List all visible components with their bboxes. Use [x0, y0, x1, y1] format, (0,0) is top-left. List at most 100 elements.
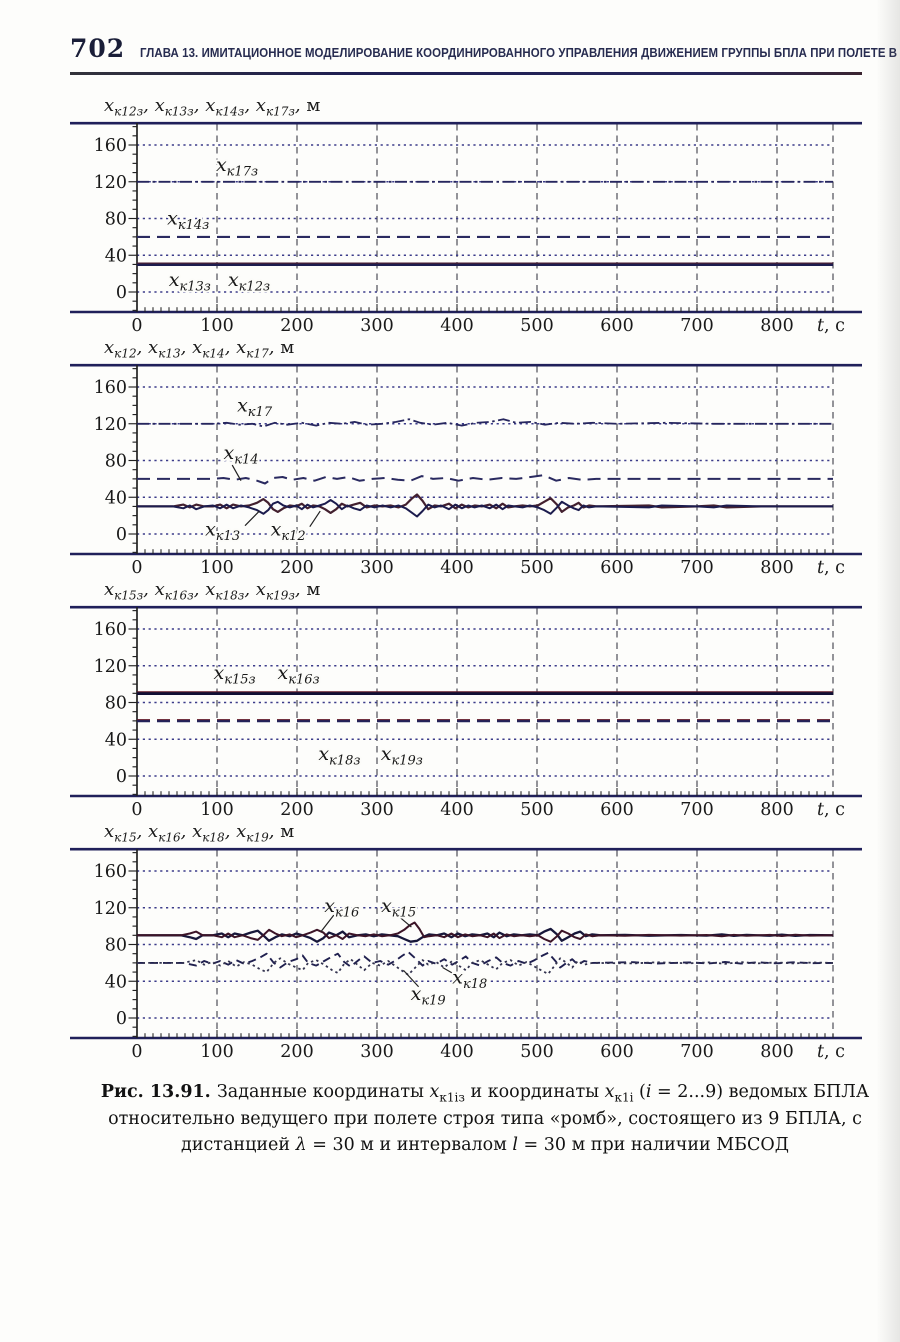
tick-label: 600	[600, 800, 633, 819]
tick-label: 40	[105, 972, 127, 992]
tick-label: 200	[280, 800, 313, 819]
chart-block-3: xк15з, xк16з, xк18з, xк19з, м xк15з xк16з…	[70, 579, 900, 819]
tick-label: 120	[94, 414, 127, 434]
tick-label: 0	[131, 800, 142, 819]
series-label: xк17з	[216, 154, 258, 180]
series-label: xк14	[223, 442, 258, 468]
tick-label: 120	[94, 898, 127, 918]
figure-area: xк12з, xк13з, xк14з, xк17з, м xк17з xк14з…	[70, 95, 900, 1159]
series-label: xк14з	[167, 207, 209, 233]
h-gridlines	[137, 869, 833, 1019]
y-tick-labels: 0 40 80 120 160	[94, 620, 127, 787]
tick-label: 200	[280, 558, 313, 577]
h-gridlines	[137, 627, 833, 777]
caption-segment: = 30 м при наличии МБСОД	[517, 1135, 789, 1156]
tick-label: 0	[116, 283, 127, 303]
y-ticks	[128, 125, 137, 311]
tick-label: 80	[105, 209, 127, 229]
series-xк12	[137, 498, 833, 518]
series-xк13	[137, 492, 833, 514]
x-tick-labels: 0 100 200 300 400 500 600 700 800	[131, 1042, 793, 1061]
series-label: xк17	[237, 394, 273, 420]
series-label: xк12з	[228, 269, 270, 295]
tick-label: 40	[105, 730, 127, 750]
caption-segment: x	[429, 1081, 440, 1102]
caption-segment: x	[604, 1081, 615, 1102]
tick-label: 400	[440, 558, 473, 577]
caption-segment: к1iз	[439, 1090, 465, 1105]
tick-label: 600	[600, 316, 633, 335]
y-axis-title: xк12, xк13, xк14, xк17, м	[104, 336, 295, 361]
caption-segment: Рис. 13.91.	[100, 1081, 217, 1102]
tick-label: 500	[520, 316, 553, 335]
tick-label: 0	[131, 1042, 142, 1061]
tick-label: 40	[105, 488, 127, 508]
caption-segment: (	[633, 1081, 646, 1102]
series-label: xк19	[411, 983, 446, 1009]
leader-line	[309, 510, 321, 527]
leader-line	[442, 966, 458, 976]
caption-segment: λ	[295, 1135, 307, 1156]
leader-line	[402, 969, 420, 987]
series-label: xк19з	[381, 743, 423, 769]
caption-segment: i	[645, 1081, 652, 1102]
tick-label: 600	[600, 558, 633, 577]
chart-block-1: xк12з, xк13з, xк14з, xк17з, м xк17з xк14з…	[70, 95, 900, 335]
tick-label: 400	[440, 1042, 473, 1061]
series-xк14	[137, 473, 833, 485]
chapter-title: ГЛАВА 13. ИМИТАЦИОННОЕ МОДЕЛИРОВАНИЕ КОО…	[140, 45, 900, 60]
series-labels: xк15з xк16з xк18з xк19з	[212, 660, 425, 770]
tick-label: 0	[131, 316, 142, 335]
tick-label: 700	[680, 800, 713, 819]
figure-caption: Рис. 13.91. Заданные координаты xк1iз и …	[73, 1079, 897, 1159]
y-tick-labels: 0 40 80 120 160	[94, 862, 127, 1029]
tick-label: 300	[360, 800, 393, 819]
tick-label: 700	[680, 316, 713, 335]
tick-label: 500	[520, 1042, 553, 1061]
caption-segment: = 30 м и интервалом	[306, 1135, 513, 1156]
tick-label: 0	[131, 558, 142, 577]
leader-line	[244, 510, 260, 526]
series-label: xк16	[324, 895, 359, 921]
tick-label: 100	[200, 1042, 233, 1061]
x-axis-unit-label: t, с	[817, 558, 845, 577]
leader-line	[320, 914, 335, 932]
x-axis-unit-label: t, с	[817, 800, 845, 819]
tick-label: 120	[94, 172, 127, 192]
series-xк15	[137, 921, 834, 943]
y-axis-title: xк15, xк16, xк18, xк19, м	[104, 820, 295, 845]
tick-label: 100	[200, 316, 233, 335]
tick-label: 800	[760, 316, 793, 335]
caption-segment: = 2...9) ведомых БПЛА относительно ведущ…	[108, 1081, 870, 1156]
x-tick-labels: 0 100 200 300 400 500 600 700 800	[131, 558, 793, 577]
tick-label: 160	[94, 378, 127, 398]
x-ticks	[136, 303, 834, 312]
tick-label: 40	[105, 246, 127, 266]
x-tick-labels: 0 100 200 300 400 500 600 700 800	[131, 800, 793, 819]
tick-label: 160	[94, 862, 127, 882]
tick-label: 0	[116, 767, 127, 787]
tick-label: 800	[760, 800, 793, 819]
series-label: xк13з	[169, 269, 211, 295]
series-xк17	[137, 417, 833, 427]
tick-label: 300	[360, 558, 393, 577]
caption-segment: Заданные координаты	[216, 1081, 430, 1102]
x-axis-unit-label: t, с	[817, 1042, 845, 1061]
y-ticks	[128, 609, 137, 795]
tick-label: 400	[440, 800, 473, 819]
chart-block-2: xк12, xк13, xк14, xк17, м xк17 xк14 xк13 xк…	[70, 337, 900, 577]
tick-label: 500	[520, 558, 553, 577]
page-header: 702 ГЛАВА 13. ИМИТАЦИОННОЕ МОДЕЛИРОВАНИЕ…	[0, 0, 900, 63]
tick-label: 800	[760, 558, 793, 577]
tick-label: 0	[116, 1009, 127, 1029]
leader-line	[399, 916, 412, 928]
tick-label: 200	[280, 1042, 313, 1061]
tick-label: 0	[116, 525, 127, 545]
x-ticks	[136, 787, 834, 796]
tick-label: 80	[105, 935, 127, 955]
tick-label: 400	[440, 316, 473, 335]
